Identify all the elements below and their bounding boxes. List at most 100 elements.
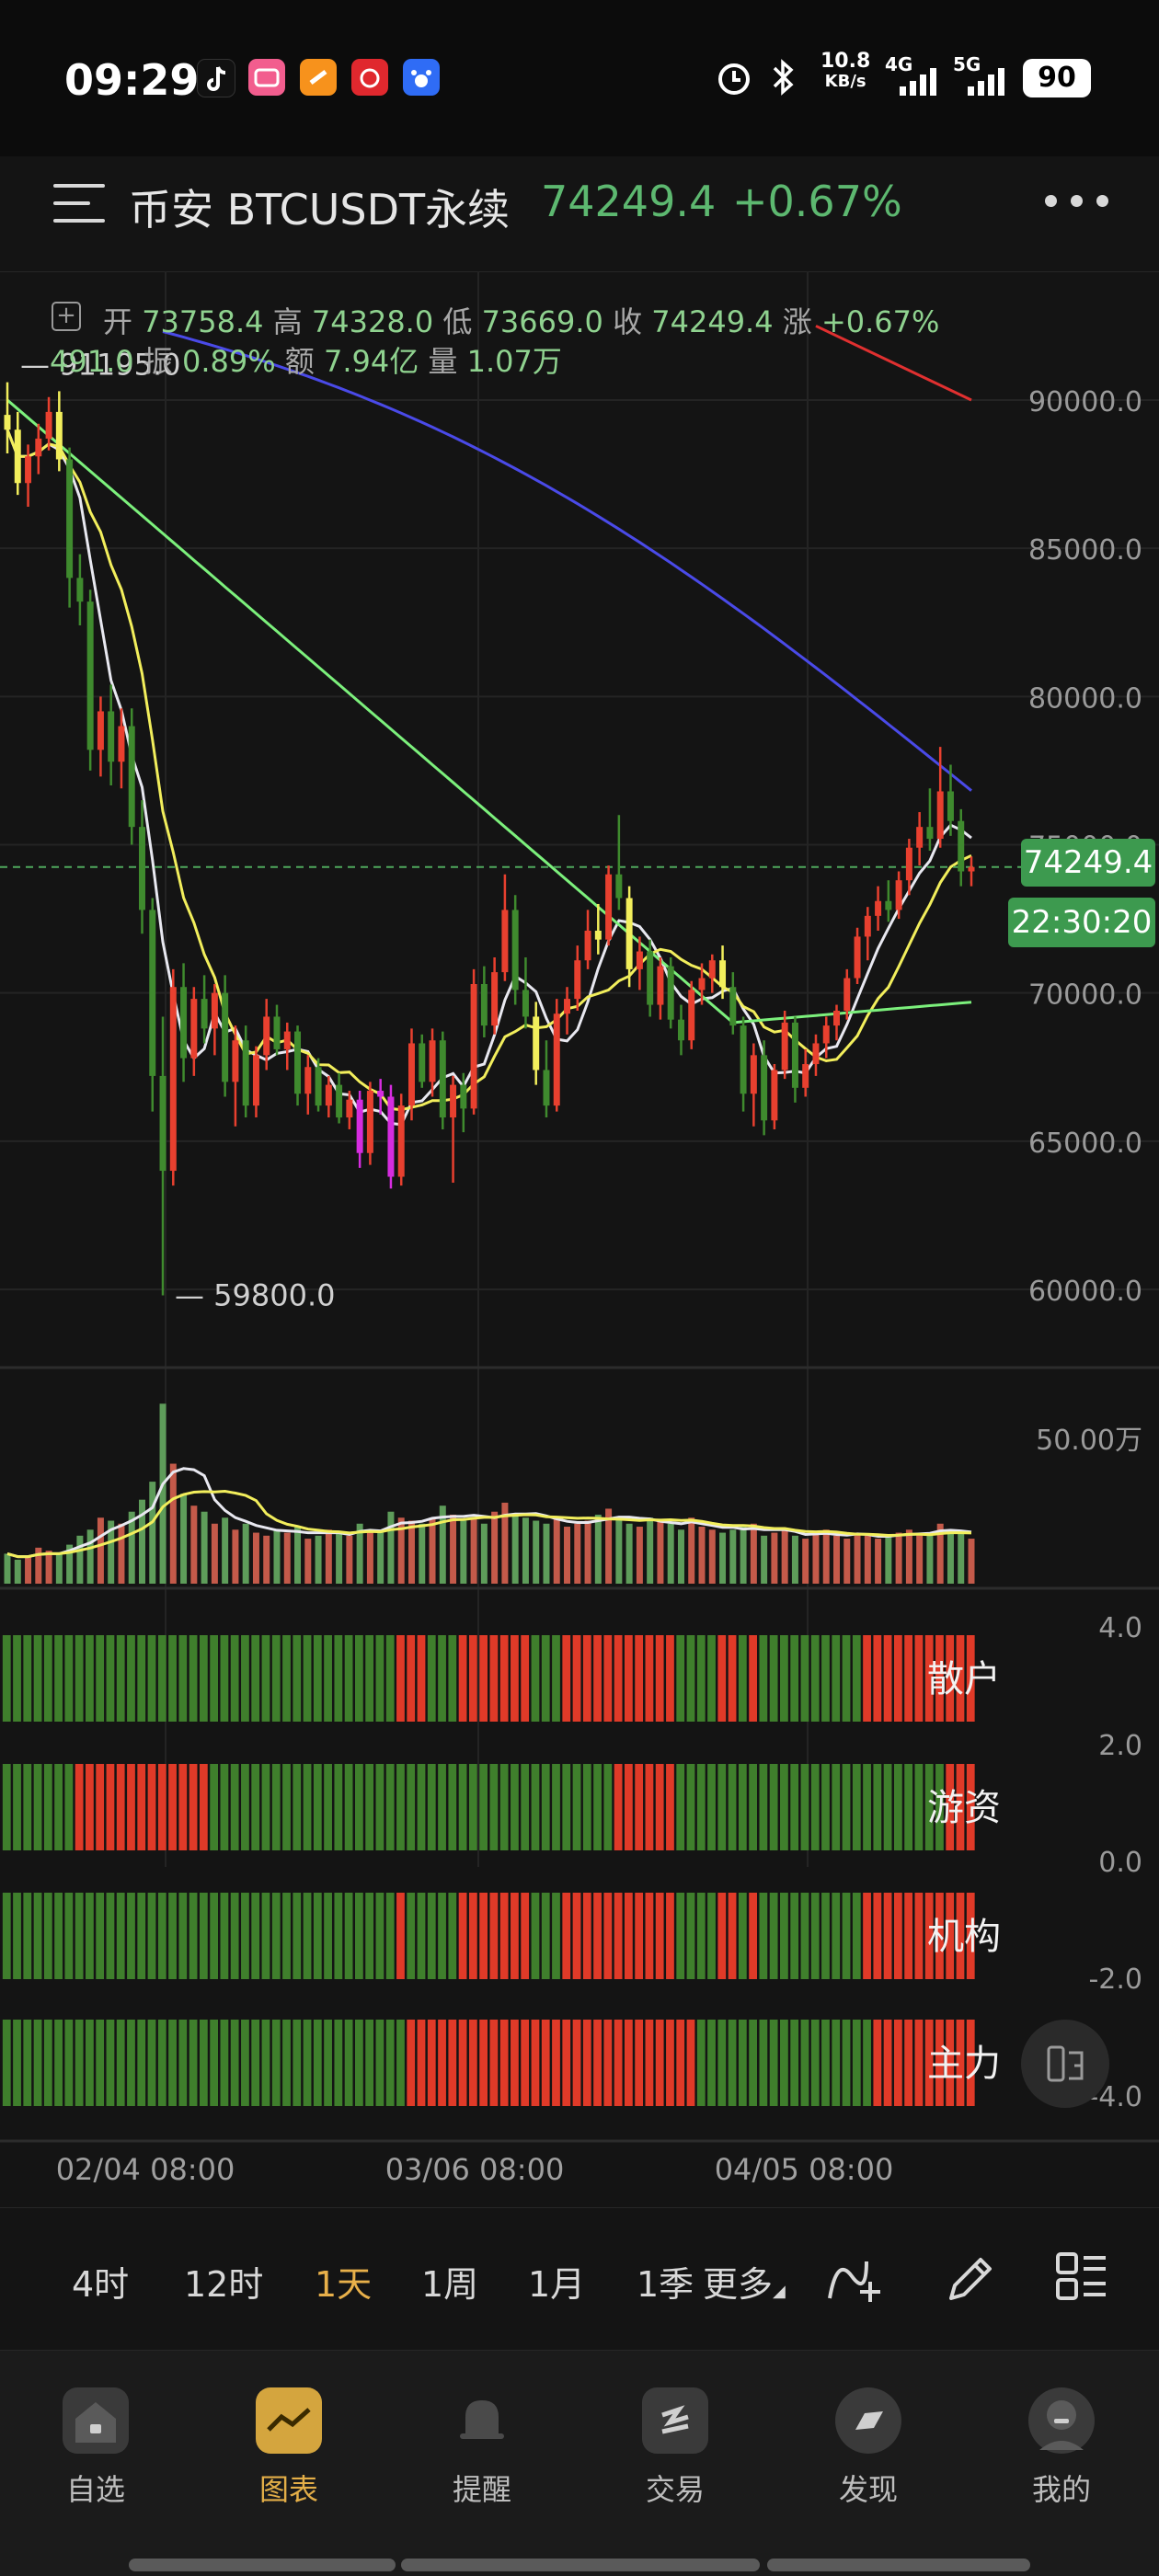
high-value: 74328.0 bbox=[311, 304, 434, 339]
indicator-bar bbox=[43, 1764, 52, 1850]
indicator-bar bbox=[873, 1635, 882, 1722]
nav-label: 图表 bbox=[258, 2472, 318, 2507]
indicator-bar bbox=[593, 1764, 602, 1850]
candle-body bbox=[729, 987, 737, 1026]
indicator-bar bbox=[458, 2020, 467, 2106]
indicator-bar bbox=[365, 1635, 374, 1722]
nav-label: 我的 bbox=[1031, 2472, 1091, 2507]
indicator-axis-tick: -2.0 bbox=[1088, 1963, 1142, 1996]
indicator-bar bbox=[728, 2020, 737, 2106]
price-axis-tick: 65000.0 bbox=[1028, 1128, 1142, 1160]
grid-layout-icon[interactable] bbox=[1052, 2249, 1111, 2311]
tf-1q[interactable]: 1季 bbox=[637, 2264, 694, 2305]
candle-body bbox=[325, 1084, 332, 1106]
indicator-bar bbox=[780, 2020, 788, 2106]
indicator-bar bbox=[157, 2020, 166, 2106]
indicator-bar bbox=[717, 1635, 727, 1722]
top-bar bbox=[0, 156, 1159, 272]
indicator-bar bbox=[686, 1893, 695, 1979]
indicator-bar bbox=[800, 2020, 809, 2106]
indicator-bar bbox=[511, 2020, 519, 2106]
volume-bar bbox=[677, 1529, 684, 1584]
candle-body bbox=[242, 1040, 249, 1106]
indicator-bar bbox=[707, 1764, 716, 1850]
indicator-label: 游资 bbox=[927, 1787, 1001, 1829]
indicator-bar bbox=[230, 2020, 239, 2106]
menu-icon[interactable] bbox=[53, 182, 105, 224]
tf-1m[interactable]: 1月 bbox=[528, 2264, 586, 2305]
indicator-bar bbox=[13, 1764, 21, 1850]
indicator-bar bbox=[417, 2020, 426, 2106]
indicator-bar bbox=[458, 1635, 467, 1722]
tf-1d[interactable]: 1天 bbox=[315, 2264, 373, 2305]
candle-body bbox=[947, 791, 954, 821]
volume-bar bbox=[947, 1529, 954, 1584]
layout-toggle-button[interactable] bbox=[1021, 2020, 1109, 2108]
volume-bar bbox=[491, 1511, 499, 1584]
indicator-bar bbox=[23, 1764, 32, 1850]
indicator-bar bbox=[863, 2020, 871, 2106]
indicator-bar bbox=[686, 1764, 695, 1850]
indicator-bar bbox=[956, 1635, 965, 1722]
candle-body bbox=[35, 438, 42, 457]
more-options-icon[interactable] bbox=[1045, 191, 1111, 210]
indicator-bar bbox=[178, 1635, 188, 1722]
indicator-bar bbox=[614, 1764, 623, 1850]
amplitude-value: 0.89% bbox=[181, 344, 276, 379]
toggle-info-icon[interactable]: + bbox=[52, 302, 81, 331]
low-value: 73669.0 bbox=[481, 304, 603, 339]
indicator-bar bbox=[468, 1893, 477, 1979]
candle-body bbox=[822, 1025, 830, 1044]
tf-12h[interactable]: 12时 bbox=[184, 2264, 264, 2305]
indicator-bar bbox=[946, 1764, 955, 1850]
indicator-bar bbox=[800, 1764, 809, 1850]
tf-4h[interactable]: 4时 bbox=[72, 2264, 130, 2305]
indicator-bar bbox=[303, 2020, 312, 2106]
indicator-axis-tick: 4.0 bbox=[1098, 1612, 1142, 1644]
nav-watchlist[interactable]: 自选 bbox=[31, 2387, 160, 2509]
candle-body bbox=[688, 990, 695, 1041]
indicator-bar bbox=[800, 1893, 809, 1979]
nav-chart[interactable]: 图表 bbox=[224, 2387, 353, 2509]
chart-canvas[interactable]: 90000.085000.080000.075000.070000.065000… bbox=[0, 271, 1159, 2203]
network-speed: 10.8 KB/s bbox=[820, 52, 870, 92]
home-icon bbox=[63, 2387, 129, 2454]
volume-bar bbox=[657, 1520, 664, 1584]
volume-bar bbox=[407, 1520, 415, 1584]
nav-trade[interactable]: 交易 bbox=[611, 2387, 740, 2509]
indicator-bar bbox=[396, 2020, 405, 2106]
indicator-bar bbox=[75, 1764, 84, 1850]
candle-body bbox=[511, 910, 519, 990]
volume-bar bbox=[366, 1529, 373, 1584]
candle-body bbox=[791, 1022, 798, 1088]
indicator-bar bbox=[904, 2020, 913, 2106]
volume-bar bbox=[968, 1539, 975, 1584]
indicator-bar bbox=[935, 2020, 944, 2106]
nav-discover[interactable]: 发现 bbox=[804, 2387, 933, 2509]
indicator-bar bbox=[168, 1764, 177, 1850]
indicator-bar bbox=[64, 2020, 74, 2106]
nav-label: 提醒 bbox=[452, 2472, 511, 2507]
indicator-bar bbox=[572, 1764, 581, 1850]
trade-icon bbox=[642, 2387, 708, 2454]
indicator-bar bbox=[157, 1764, 166, 1850]
tf-more[interactable]: 更多◢ bbox=[703, 2256, 786, 2307]
indicator-bar bbox=[759, 1893, 768, 1979]
candle-body bbox=[97, 711, 104, 750]
pencil-icon[interactable] bbox=[942, 2249, 1001, 2311]
symbol-title[interactable]: 币安 BTCUSDT永续 bbox=[129, 185, 511, 235]
nav-profile[interactable]: 我的 bbox=[997, 2387, 1126, 2509]
candle-body bbox=[108, 711, 115, 762]
indicator-bar bbox=[749, 1635, 757, 1722]
indicator-bar bbox=[137, 1635, 146, 1722]
indicator-bar bbox=[324, 1635, 332, 1722]
indicator-bar bbox=[189, 1893, 198, 1979]
nav-alerts[interactable]: 提醒 bbox=[418, 2387, 546, 2509]
draw-curve-icon[interactable] bbox=[824, 2249, 883, 2311]
indicator-bar bbox=[417, 1635, 426, 1722]
volume-bar bbox=[802, 1539, 809, 1584]
tf-1w[interactable]: 1周 bbox=[421, 2264, 479, 2305]
indicator-bar bbox=[271, 2020, 281, 2106]
indicator-bar bbox=[935, 1764, 944, 1850]
volume-bar bbox=[97, 1517, 104, 1584]
